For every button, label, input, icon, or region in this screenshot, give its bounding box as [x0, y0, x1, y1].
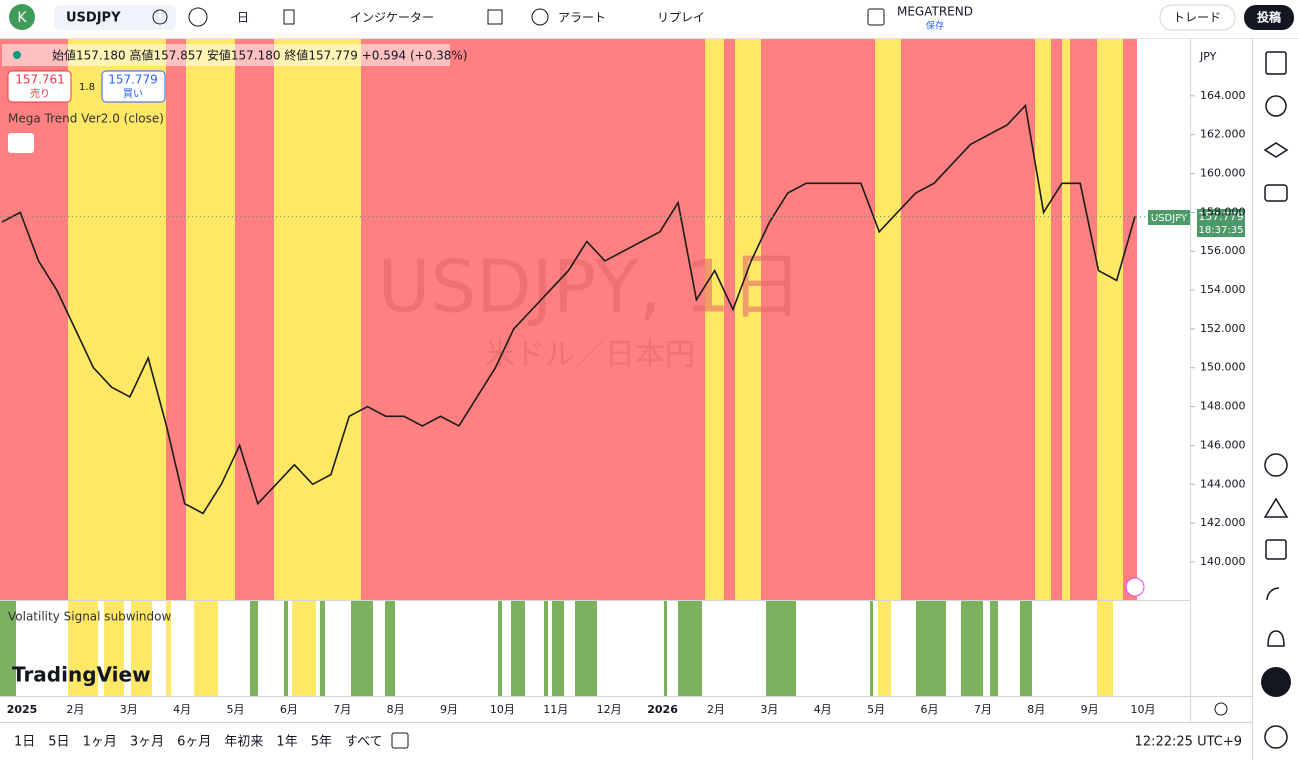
y-tick-label: 140.000: [1200, 555, 1246, 568]
apps-button[interactable]: [1261, 667, 1291, 697]
y-tick-label: 144.000: [1200, 477, 1246, 490]
axis-settings[interactable]: [1214, 702, 1228, 716]
y-tick-label: 152.000: [1200, 322, 1246, 335]
x-tick-label: 2月: [66, 703, 84, 716]
flash-icon[interactable]: [1125, 577, 1145, 597]
x-tick-label: 2025: [7, 703, 38, 716]
y-tick-label: 148.000: [1200, 400, 1246, 413]
y-tick-label: 150.000: [1200, 361, 1246, 374]
publish: 投稿: [1257, 10, 1281, 25]
x-tick-label: 5月: [227, 703, 245, 716]
interval[interactable]: 日: [237, 11, 249, 25]
x-tick-label: 8月: [387, 703, 405, 716]
chart-type[interactable]: [283, 9, 295, 25]
indicator-name[interactable]: Mega Trend Ver2.0 (close): [8, 112, 164, 126]
symbol-tag-bg: [1148, 210, 1190, 225]
avatar-letter: K: [17, 10, 27, 26]
y-tick-label: 160.000: [1200, 167, 1246, 180]
last-price: 157.779: [1198, 210, 1244, 223]
subwindow-name[interactable]: Volatility Signal subwindow: [8, 610, 171, 624]
y-tick-label: 156.000: [1200, 244, 1246, 257]
x-tick-label: 5月: [867, 703, 885, 716]
add-symbol[interactable]: [188, 7, 208, 27]
templates[interactable]: [487, 9, 503, 25]
range-button[interactable]: 1年: [276, 735, 297, 750]
price-line: [1, 103, 1136, 515]
date-range-icon[interactable]: [391, 732, 409, 749]
layout-status: 保存: [926, 20, 944, 32]
y-tick-label: 154.000: [1200, 283, 1246, 296]
range-button[interactable]: 5年: [311, 735, 332, 750]
range-button[interactable]: 1日: [14, 735, 35, 750]
alert-icon[interactable]: [531, 8, 549, 26]
layout-name[interactable]: MEGATREND: [897, 5, 973, 19]
sidebar-icons[interactable]: [1263, 51, 1289, 749]
x-tick-label: 10月: [490, 703, 515, 716]
x-tick-label: 3月: [760, 703, 778, 716]
spread: 1.8: [79, 82, 95, 93]
ohlc: 始値157.180 高値157.857 安値157.180 終値157.779 …: [52, 48, 468, 63]
watermark-title: USDJPY, 1日: [378, 245, 802, 329]
symbol: USDJPY: [66, 11, 121, 26]
watermark-subtitle: 米ドル／日本円: [485, 338, 695, 373]
range-button[interactable]: すべて: [345, 735, 383, 750]
x-tick-label: 2026: [647, 703, 678, 716]
trade: トレード: [1173, 11, 1221, 25]
symbol-box[interactable]: [54, 5, 176, 30]
range-button[interactable]: 5日: [48, 735, 69, 750]
buy-price: 157.779: [108, 73, 158, 87]
status-dot: [13, 51, 21, 59]
clock: 12:22:25 UTC+9: [1135, 735, 1242, 750]
last-price-bg: [1197, 209, 1245, 237]
avatar[interactable]: [9, 4, 35, 30]
sell-button[interactable]: [7, 70, 72, 103]
replay[interactable]: リプレイ: [657, 11, 705, 25]
legend-bg: [2, 44, 450, 66]
range-button[interactable]: 年初来: [224, 735, 263, 750]
currency[interactable]: JPY: [1199, 50, 1217, 63]
sub-green: [0, 601, 1032, 696]
sub-yellow: [68, 601, 1113, 696]
x-tick-label: 11月: [543, 703, 568, 716]
collapse-legend[interactable]: [8, 133, 34, 153]
buy-label: 買い: [123, 88, 143, 100]
x-tick-label: 4月: [173, 703, 191, 716]
x-tick-label: 6月: [280, 703, 298, 716]
bull-zones: [68, 38, 1123, 600]
y-tick-label: 158.000: [1200, 205, 1246, 218]
sell-label: 売り: [30, 87, 50, 100]
countdown: 18:37:35: [1199, 225, 1244, 236]
x-tick-label: 9月: [1081, 703, 1099, 716]
trade-button[interactable]: [1159, 4, 1236, 31]
x-tick-label: 2月: [707, 703, 725, 716]
brand: TradingView: [12, 663, 151, 687]
x-tick-label: 10月: [1130, 703, 1155, 716]
x-tick-label: 12月: [597, 703, 622, 716]
symbol-menu[interactable]: [152, 9, 168, 25]
sell-price: 157.761: [15, 73, 65, 87]
x-tick-label: 7月: [974, 703, 992, 716]
indicators[interactable]: インジケーター: [350, 11, 434, 25]
range-button[interactable]: 1ヶ月: [83, 735, 117, 750]
range-button[interactable]: 3ヶ月: [130, 735, 164, 750]
y-tick-label: 142.000: [1200, 516, 1246, 529]
range-button[interactable]: 6ヶ月: [177, 735, 211, 750]
x-tick-label: 4月: [814, 703, 832, 716]
publish-button[interactable]: [1244, 5, 1294, 30]
x-tick-label: 3月: [120, 703, 138, 716]
y-tick-label: 162.000: [1200, 128, 1246, 141]
y-tick-label: 164.000: [1200, 89, 1246, 102]
x-tick-label: 7月: [333, 703, 351, 716]
layout-icon[interactable]: [867, 8, 885, 26]
y-tick-label: 146.000: [1200, 438, 1246, 451]
x-tick-label: 9月: [440, 703, 458, 716]
x-tick-label: 8月: [1027, 703, 1045, 716]
symbol-tag: USDJPY: [1151, 213, 1188, 224]
x-tick-label: 6月: [920, 703, 938, 716]
buy-button[interactable]: [101, 70, 166, 103]
alert[interactable]: アラート: [558, 11, 606, 25]
